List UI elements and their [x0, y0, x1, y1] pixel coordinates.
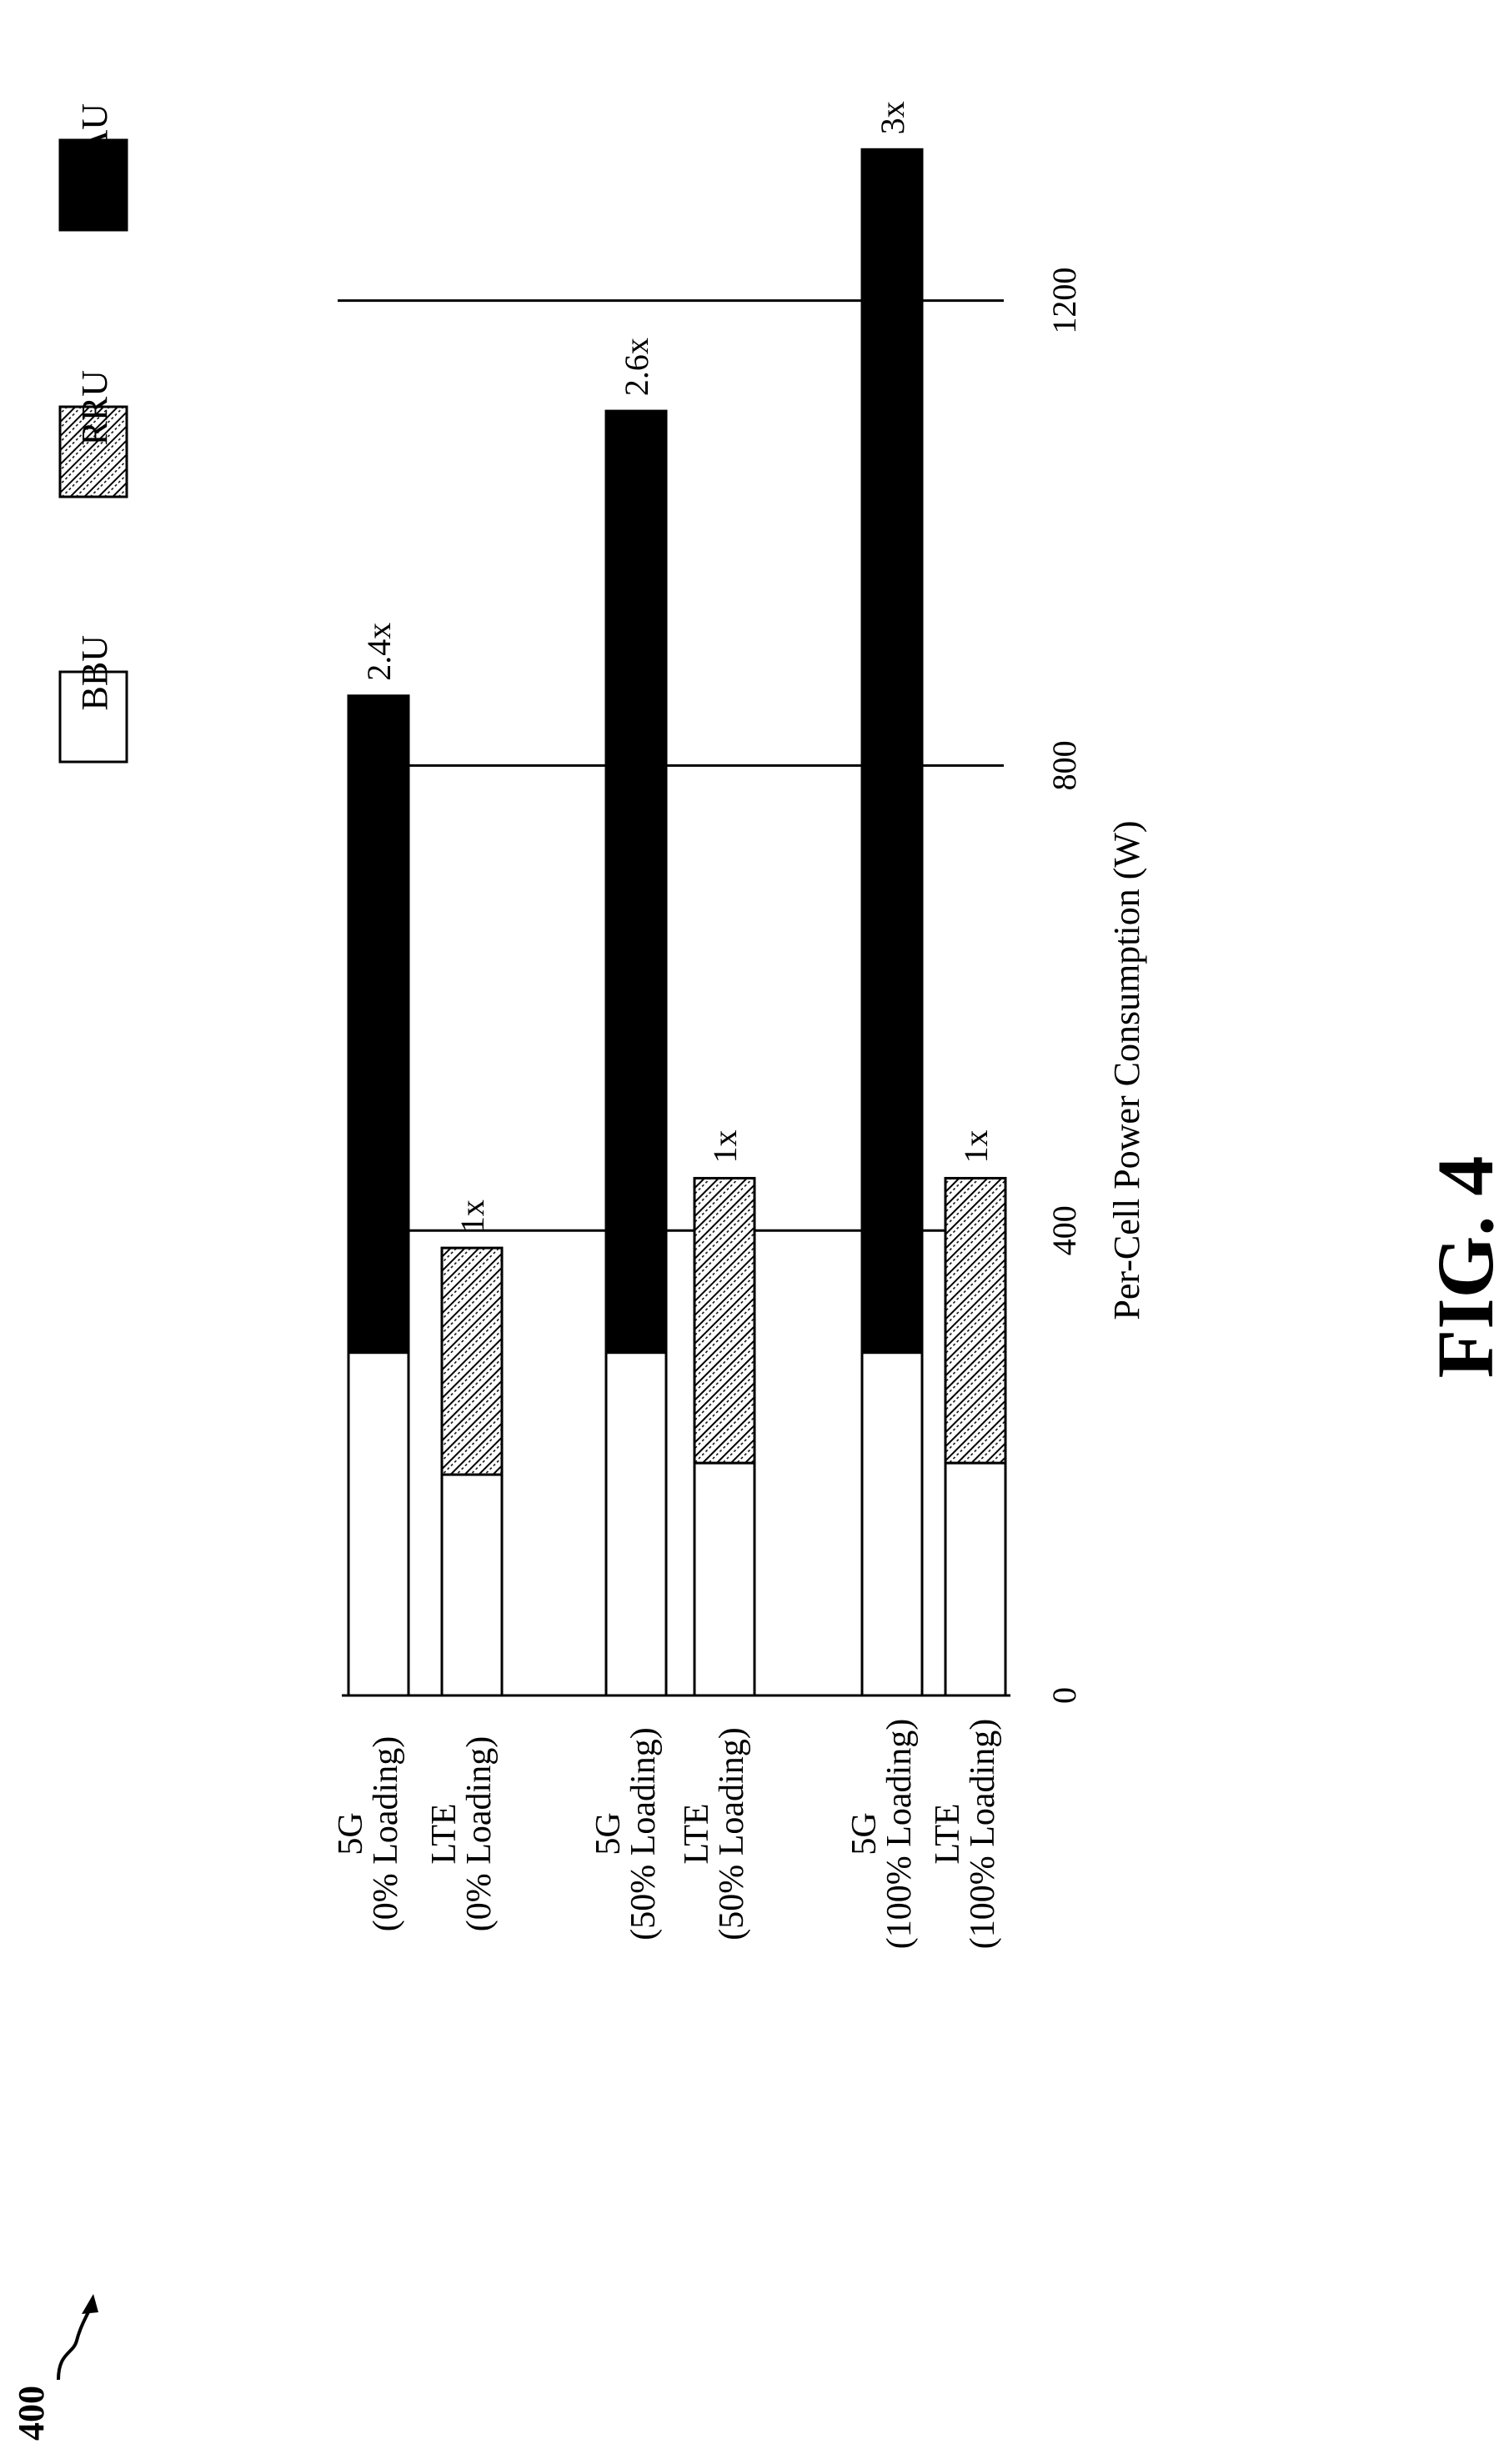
reference-arrow-icon	[57, 2301, 95, 2381]
category-label-line1: LTE	[678, 1803, 716, 1864]
reference-numeral: 400	[11, 2386, 52, 2441]
ratio-annotation: 1x	[454, 1199, 491, 1233]
tick-label: 1200	[1045, 268, 1083, 334]
bar-aau	[604, 409, 668, 1355]
category-label-line2: (0% Loading)	[367, 1736, 405, 1931]
tick-labels: 040080012001600	[1045, 268, 1083, 1704]
bar-bbu	[604, 1351, 668, 1697]
category-label-line1: 5G	[845, 1812, 884, 1855]
legend: BBU RRU AAU	[58, 103, 128, 764]
legend-swatch-rru	[58, 405, 128, 498]
category-label-line1: 5G	[332, 1812, 370, 1855]
ratio-annotation: 2.4x	[360, 623, 398, 681]
category-label-line1: 5G	[589, 1812, 628, 1855]
category-labels: 5G(0% Loading) LTE(0% Loading) 5G(50% Load…	[332, 1719, 1002, 1949]
category-label-line2: (50% Loading)	[624, 1727, 663, 1940]
ratio-annotation: 1x	[706, 1129, 744, 1163]
reference-numeral-group: 400	[11, 2294, 98, 2441]
category-label-line1: LTE	[929, 1803, 967, 1864]
legend-label-aau: AAU	[74, 103, 115, 183]
legend-swatch-aau	[58, 138, 128, 232]
bars	[347, 148, 1007, 1697]
bar-bbu	[347, 1351, 410, 1697]
category-label-line2: (100% Loading)	[880, 1719, 919, 1949]
figure-label: FIG. 4	[1421, 1156, 1509, 1379]
legend-label-bbu: BBU	[74, 635, 115, 710]
bar-rru	[693, 1176, 756, 1465]
bar-rru	[440, 1246, 504, 1476]
legend-label-rru: RRU	[74, 370, 115, 445]
ratio-annotation: 3x	[874, 101, 911, 134]
tick-label: 800	[1045, 740, 1083, 790]
category-label-line2: (50% Loading)	[713, 1727, 751, 1940]
tick-label: 0	[1045, 1687, 1083, 1704]
legend-swatch-bbu	[58, 670, 128, 764]
bar-aau	[860, 148, 924, 1355]
bar-bbu	[693, 1461, 756, 1697]
category-label-line2: (100% Loading)	[964, 1719, 1002, 1949]
bar-bbu	[860, 1351, 924, 1697]
x-axis-label: Per-Cell Power Consumption (W)	[1106, 820, 1147, 1320]
bar-aau	[347, 694, 410, 1355]
category-label-line1: LTE	[425, 1803, 464, 1864]
annotations: 2.4x 1x 2.6x 1x 3x 1x	[360, 101, 995, 1233]
bar-bbu	[944, 1461, 1007, 1697]
ratio-annotation: 2.6x	[618, 338, 655, 396]
ratio-annotation: 1x	[957, 1129, 995, 1163]
bar-bbu	[440, 1473, 504, 1697]
arrowhead-icon	[82, 2294, 98, 2314]
tick-label: 400	[1045, 1205, 1083, 1255]
category-label-line2: (0% Loading)	[460, 1736, 499, 1931]
bar-rru	[944, 1176, 1007, 1465]
